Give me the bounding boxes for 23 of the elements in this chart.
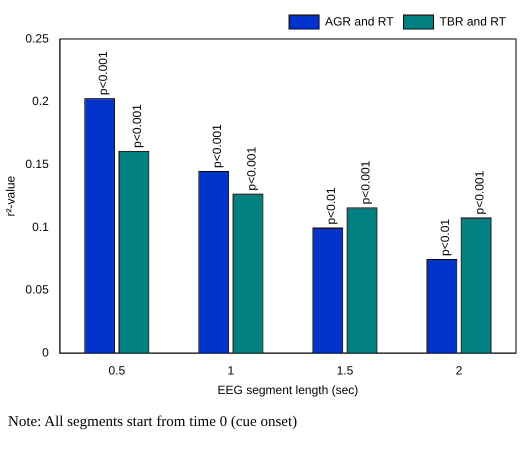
x-tick-label: 0.5 [108,364,126,378]
y-tick-label: 0.05 [25,282,50,297]
x-tick-label: 2 [456,364,463,378]
y-axis-title: r²-value [4,175,18,216]
y-tick-label: 0.1 [32,220,50,234]
y-tick-label: 0.2 [32,94,50,108]
x-tick-label: 1.5 [336,364,354,378]
legend-label: TBR and RT [440,14,507,28]
data-label: p<0.001 [96,51,110,96]
data-label: p<0.001 [472,170,486,214]
y-tick-label: 0.25 [25,31,50,46]
data-label: p<0.001 [130,104,144,148]
data-label: p<0.001 [244,146,258,191]
data-label: p<0.01 [324,187,338,225]
data-label: p<0.001 [358,160,372,204]
x-tick-label: 1 [228,364,235,378]
text: Note: All segments start from time 0 (cue onset) [8,414,298,431]
data-label: p<0.001 [210,124,224,168]
data-label: p<0.01 [438,218,452,256]
x-axis-title: EEG segment length (sec) [218,383,358,398]
y-tick-label: 0 [42,346,50,360]
legend-label: AGR and RT [325,14,394,28]
y-tick-label: 0.15 [25,156,50,171]
